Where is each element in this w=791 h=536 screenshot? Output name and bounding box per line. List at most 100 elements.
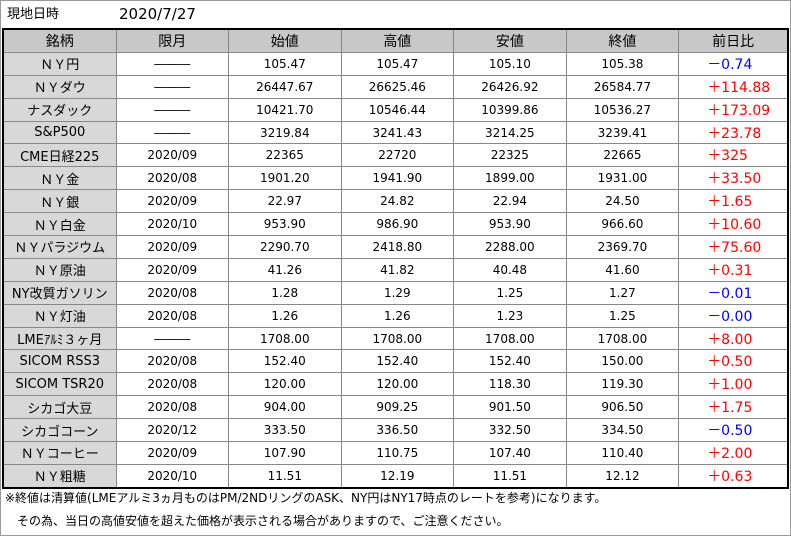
cell: 152.40: [228, 349, 342, 374]
instrument-name: シカゴ大豆: [2, 395, 117, 420]
table-row: ナスダック ――― 10421.70 10546.44 10399.86 10536.27…: [2, 97, 789, 122]
cell: 120.00: [228, 372, 342, 397]
cell: 2020/12: [115, 418, 229, 443]
table-row: S&P500 ――― 3219.84 3241.43 3214.25 3239.41 ＋23…: [2, 120, 789, 145]
instrument-name: ＮＹダウ: [2, 74, 117, 99]
cell: 2020/08: [115, 166, 229, 191]
cell: 26584.77: [565, 74, 680, 99]
cell: 22.97: [228, 189, 342, 214]
cell: 2020/09: [115, 441, 229, 465]
instrument-name: ＮＹ銀: [2, 189, 117, 214]
header-row: 銘柄 限月 始値 高値 安値 終値 前日比: [2, 28, 789, 53]
instrument-name: SICOM RSS3: [2, 349, 117, 374]
cell: 1.26: [340, 303, 455, 328]
cell: 986.90: [340, 212, 455, 237]
cell: 1.27: [565, 280, 680, 305]
cell: ―――: [115, 120, 229, 145]
table-row: LMEｱﾙﾐ３ヶ月 ――― 1708.00 1708.00 1708.00 1708.00…: [2, 326, 789, 351]
cell: 105.47: [228, 51, 342, 76]
change-cell: －0.50: [678, 418, 789, 443]
cell: 40.48: [453, 257, 567, 282]
cell: 336.50: [340, 418, 455, 443]
column-header: 高値: [340, 28, 455, 53]
cell: 22720: [340, 143, 455, 168]
instrument-name: ＮＹ円: [2, 51, 117, 76]
cell: 26426.92: [453, 74, 567, 99]
cell: ―――: [115, 74, 229, 99]
cell: 3241.43: [340, 120, 455, 145]
cell: 2020/08: [115, 280, 229, 305]
cell: 2288.00: [453, 235, 567, 259]
instrument-name: ＮＹ白金: [2, 212, 117, 237]
cell: 2020/08: [115, 303, 229, 328]
change-cell: ＋173.09: [678, 97, 789, 122]
table-row: SICOM TSR20 2020/08 120.00 120.00 118.30 119.…: [2, 372, 789, 397]
change-cell: ＋10.60: [678, 212, 789, 237]
change-cell: ＋0.63: [678, 463, 789, 489]
instrument-name: ＮＹコーヒー: [2, 441, 117, 465]
table-row: SICOM RSS3 2020/08 152.40 152.40 152.40 150.0…: [2, 349, 789, 374]
instrument-name: ＮＹ粗糖: [2, 463, 117, 489]
cell: ―――: [115, 326, 229, 351]
cell: 110.40: [565, 441, 680, 465]
column-header: 終値: [565, 28, 680, 53]
cell: 1899.00: [453, 166, 567, 191]
instrument-name: ＮＹパラジウム: [2, 235, 117, 259]
change-cell: －0.00: [678, 303, 789, 328]
cell: 953.90: [228, 212, 342, 237]
instrument-name: シカゴコーン: [2, 418, 117, 443]
cell: 41.26: [228, 257, 342, 282]
cell: 332.50: [453, 418, 567, 443]
column-header: 銘柄: [2, 28, 117, 53]
cell: 909.25: [340, 395, 455, 420]
table-row: ＮＹ白金 2020/10 953.90 986.90 953.90 966.60 ＋10.6…: [2, 212, 789, 237]
instrument-name: CME日経225: [2, 143, 117, 168]
column-header: 前日比: [678, 28, 789, 53]
cell: 1708.00: [228, 326, 342, 351]
cell: 10546.44: [340, 97, 455, 122]
cell: 3239.41: [565, 120, 680, 145]
table-row: ＮＹ灯油 2020/08 1.26 1.26 1.23 1.25 －0.00: [2, 303, 789, 328]
change-cell: ＋75.60: [678, 235, 789, 259]
price-table: 銘柄 限月 始値 高値 安値 終値 前日比 ＮＹ円 ――― 105.47 105.47 105.10…: [2, 28, 789, 489]
cell: 904.00: [228, 395, 342, 420]
change-cell: ＋1.75: [678, 395, 789, 420]
cell: 105.38: [565, 51, 680, 76]
change-cell: ＋33.50: [678, 166, 789, 191]
cell: 22365: [228, 143, 342, 168]
change-cell: －0.74: [678, 51, 789, 76]
cell: 1.23: [453, 303, 567, 328]
cell: 22325: [453, 143, 567, 168]
table-row: シカゴ大豆 2020/08 904.00 909.25 901.50 906.50 ＋1.7…: [2, 395, 789, 420]
header: 現地日時 2020/7/27: [1, 1, 790, 28]
cell: 2020/08: [115, 395, 229, 420]
cell: 11.51: [228, 463, 342, 489]
date-label: 現地日時: [7, 7, 60, 22]
cell: 105.47: [340, 51, 455, 76]
cell: 41.82: [340, 257, 455, 282]
note: その為、当日の高値安値を超えた価格が表示される場合がありますので、ご注意ください…: [5, 514, 509, 528]
change-cell: ＋2.00: [678, 441, 789, 465]
cell: 1.29: [340, 280, 455, 305]
column-header: 始値: [228, 28, 342, 53]
cell: 2369.70: [565, 235, 680, 259]
table-row: ＮＹ円 ――― 105.47 105.47 105.10 105.38 －0.74: [2, 51, 789, 76]
change-cell: ＋1.00: [678, 372, 789, 397]
note: ※終値は清算値(LMEアルミ3ヵ月ものはPM/2NDリングのASK、NY円はNY…: [5, 491, 607, 505]
cell: 1708.00: [565, 326, 680, 351]
cell: 10399.86: [453, 97, 567, 122]
instrument-name: ＮＹ灯油: [2, 303, 117, 328]
cell: 1931.00: [565, 166, 680, 191]
cell: 901.50: [453, 395, 567, 420]
cell: 10421.70: [228, 97, 342, 122]
cell: 2020/09: [115, 235, 229, 259]
change-cell: ＋8.00: [678, 326, 789, 351]
cell: 2290.70: [228, 235, 342, 259]
cell: 2020/08: [115, 349, 229, 374]
change-cell: ＋114.88: [678, 74, 789, 99]
cell: 1941.90: [340, 166, 455, 191]
table-row: ＮＹ原油 2020/09 41.26 41.82 40.48 41.60 ＋0.31: [2, 257, 789, 282]
cell: 118.30: [453, 372, 567, 397]
cell: 2418.80: [340, 235, 455, 259]
